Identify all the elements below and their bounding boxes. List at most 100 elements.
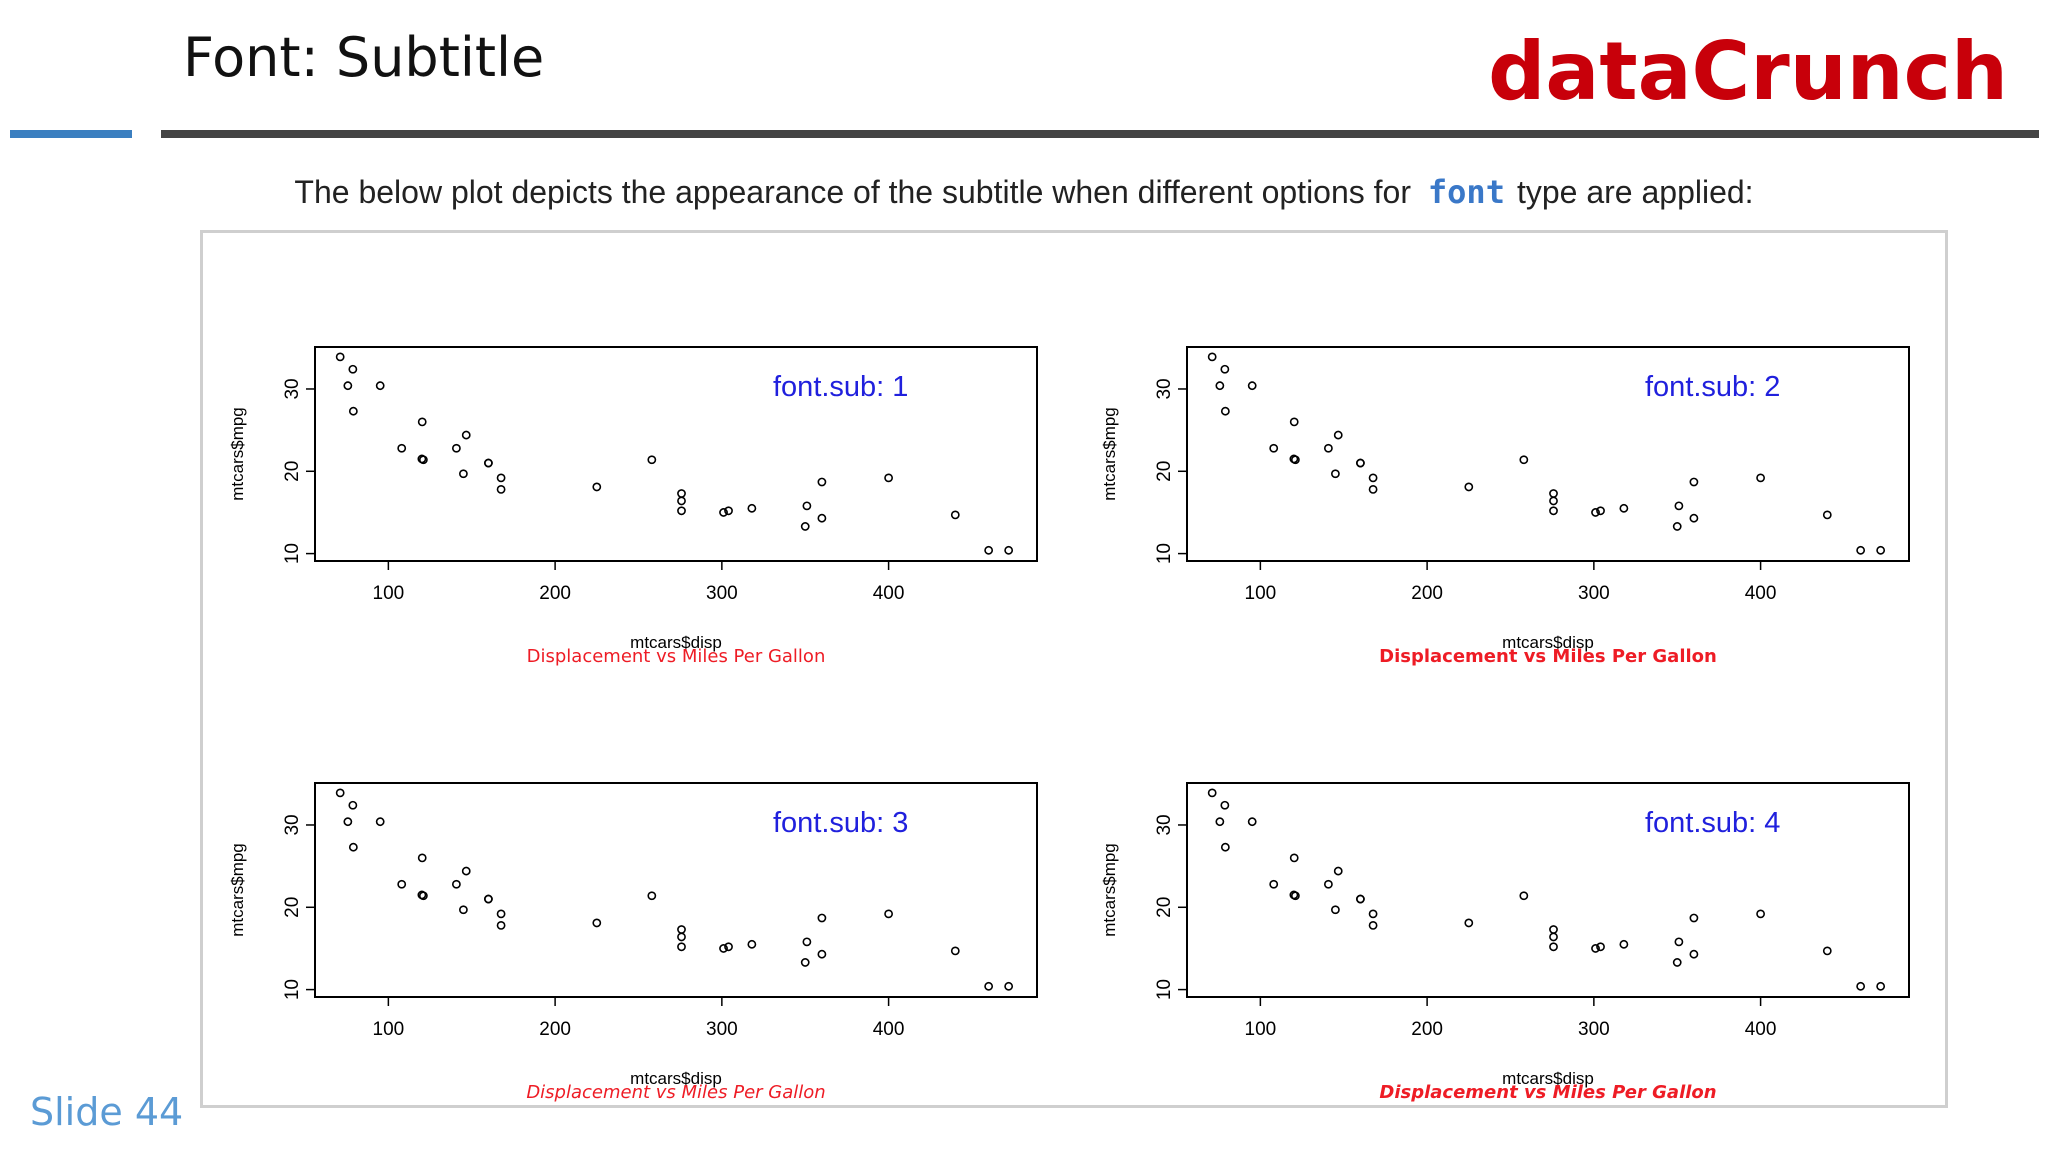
data-point <box>459 469 468 479</box>
x-tick-label: 300 <box>1578 583 1610 604</box>
data-point <box>1356 894 1365 904</box>
data-point <box>592 918 602 928</box>
data-point <box>1368 473 1378 483</box>
data-point <box>817 949 827 959</box>
data-point <box>802 937 812 947</box>
data-point <box>1549 496 1558 506</box>
data-point <box>802 501 812 511</box>
y-tick-label: 20 <box>282 897 303 918</box>
data-point <box>1220 842 1230 852</box>
chart-frame: 100 200 300 400 10 20 30 font.sub: 1 mtcars$mpg m… <box>200 230 1948 1108</box>
intro-text-before: The below plot depicts the appearance of… <box>294 174 1411 210</box>
data-point <box>1247 381 1257 391</box>
x-tick-label: 200 <box>1411 1019 1443 1040</box>
slide-title: Font: Subtitle <box>183 26 545 89</box>
x-tick-label: 100 <box>1245 583 1277 604</box>
data-point <box>1331 905 1340 915</box>
data-point <box>1876 981 1886 991</box>
data-point <box>1356 458 1365 468</box>
scatter-panel-3: 100 200 300 400 10 20 30 font.sub: 3 mtcars$mpg m… <box>213 679 1085 1103</box>
data-point <box>817 513 827 523</box>
data-point <box>343 817 353 827</box>
data-point <box>984 981 994 991</box>
title-divider-rule <box>161 130 2039 138</box>
y-axis-label: mtcars$mpg <box>228 407 247 501</box>
subtitle: Displacement vs Miles Per Gallon <box>1379 1082 1716 1103</box>
x-tick-label: 300 <box>706 583 738 604</box>
data-point <box>817 477 827 487</box>
y-tick-label: 10 <box>282 543 303 564</box>
intro-text-after: type are applied: <box>1516 174 1754 210</box>
panel-annotation: font.sub: 3 <box>773 807 908 839</box>
data-point <box>1674 937 1684 947</box>
title-accent-rule <box>10 130 132 138</box>
data-point <box>484 894 493 904</box>
data-point <box>496 473 506 483</box>
data-point <box>719 944 728 953</box>
data-point <box>884 909 893 919</box>
y-tick-label: 30 <box>1154 378 1175 399</box>
data-point <box>417 417 427 427</box>
x-tick-label: 100 <box>373 583 405 604</box>
x-axis-label: mtcars$disp <box>1502 1069 1594 1088</box>
data-point <box>461 866 471 876</box>
data-point <box>1756 473 1765 483</box>
x-tick-label: 300 <box>1578 1019 1610 1040</box>
data-point <box>1672 522 1682 531</box>
x-tick-label: 200 <box>539 1019 571 1040</box>
data-point <box>348 842 358 852</box>
data-point <box>1323 443 1333 453</box>
data-point <box>1247 817 1257 827</box>
data-point <box>1549 489 1558 498</box>
data-point <box>1464 918 1474 928</box>
subtitle: Displacement vs Miles Per Gallon <box>1379 646 1717 667</box>
data-point <box>1876 545 1886 555</box>
data-point <box>1464 482 1474 492</box>
data-point <box>348 364 358 374</box>
data-point <box>592 482 602 492</box>
data-point <box>724 942 733 952</box>
data-point <box>950 946 960 956</box>
scatter-plot-1: 100 200 300 400 10 20 30 font.sub: 1 mtcars$mpg m… <box>228 346 1038 667</box>
data-point <box>496 484 506 494</box>
y-tick-label: 10 <box>1154 543 1175 564</box>
data-point <box>677 489 686 498</box>
intro-text: The below plot depicts the appearance of… <box>0 168 2048 216</box>
data-point <box>461 430 471 440</box>
data-point <box>417 853 427 863</box>
x-axis-label: mtcars$disp <box>630 1069 722 1088</box>
data-point <box>1591 508 1600 517</box>
data-point <box>343 381 353 391</box>
panel-annotation: font.sub: 4 <box>1645 807 1780 839</box>
scatter-plot-2: 100 200 300 400 10 20 30 font.sub: 2 mtcars$mpg m… <box>1100 346 1910 667</box>
data-point <box>496 909 506 919</box>
panel-annotation: font.sub: 1 <box>773 371 908 403</box>
subtitle: Displacement vs Miles Per Gallon <box>527 646 826 667</box>
data-point <box>1519 455 1529 465</box>
data-point <box>677 942 686 952</box>
data-point <box>1519 891 1529 901</box>
panel-annotation: font.sub: 2 <box>1645 371 1780 403</box>
data-point <box>1220 406 1230 416</box>
data-point <box>1289 417 1299 427</box>
scatter-panel-4: 100 200 300 400 10 20 30 font.sub: 4 mtcars$mpg m… <box>1085 679 1957 1103</box>
scatter-plot-3: 100 200 300 400 10 20 30 font.sub: 3 mtcars$mpg m… <box>228 782 1038 1103</box>
data-point <box>348 406 358 416</box>
y-tick-label: 20 <box>1154 461 1175 482</box>
data-point <box>884 473 893 483</box>
data-point <box>418 455 428 465</box>
data-point <box>397 879 407 889</box>
scatter-plot-4: 100 200 300 400 10 20 30 font.sub: 4 mtcars$mpg m… <box>1100 782 1910 1103</box>
data-point <box>496 920 506 930</box>
data-point <box>484 458 493 468</box>
x-tick-label: 400 <box>1745 583 1777 604</box>
data-point <box>1756 909 1765 919</box>
data-point <box>677 925 686 934</box>
y-axis-label: mtcars$mpg <box>1100 843 1119 937</box>
data-point <box>647 891 657 901</box>
slide-number: Slide 44 <box>30 1090 184 1134</box>
x-tick-label: 400 <box>873 1019 905 1040</box>
data-point <box>1290 455 1300 465</box>
data-point <box>397 443 407 453</box>
data-point <box>335 788 345 798</box>
